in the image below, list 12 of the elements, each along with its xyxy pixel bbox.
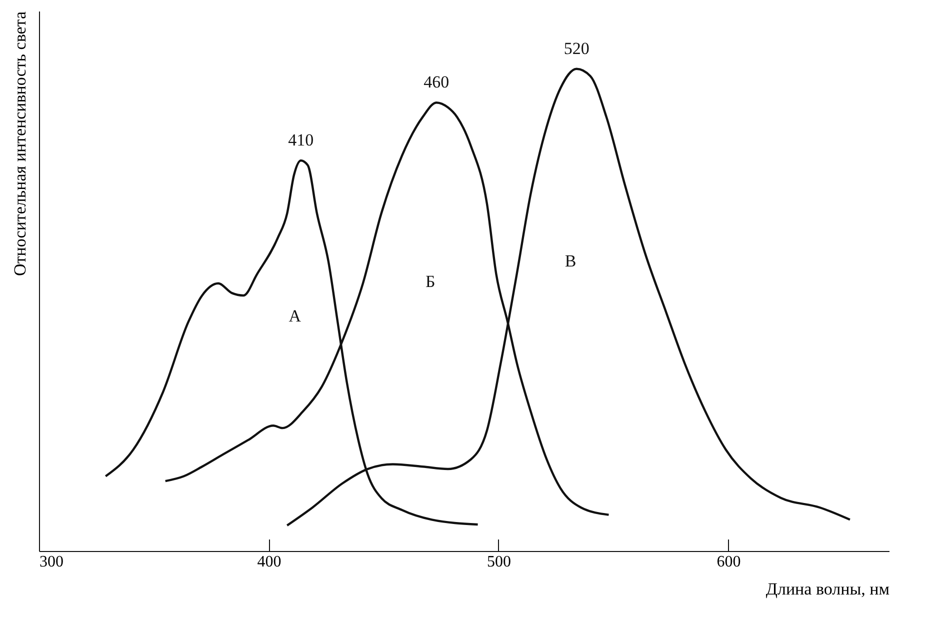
- x-tick-label: 300: [40, 554, 64, 570]
- x-axis-title: Длина волны, нм: [766, 580, 890, 598]
- annotation: Б: [426, 272, 436, 291]
- x-tick-label: 600: [716, 554, 741, 570]
- x-tick-label: 400: [257, 554, 282, 570]
- x-tick-label: 500: [486, 554, 511, 570]
- annotation: 520: [564, 38, 590, 58]
- annotation: В: [564, 252, 576, 271]
- annotation: 410: [288, 130, 314, 150]
- annotation: А: [288, 306, 302, 326]
- y-axis-title: Относительная интенсивность света: [10, 11, 30, 276]
- annotation: 460: [424, 72, 450, 92]
